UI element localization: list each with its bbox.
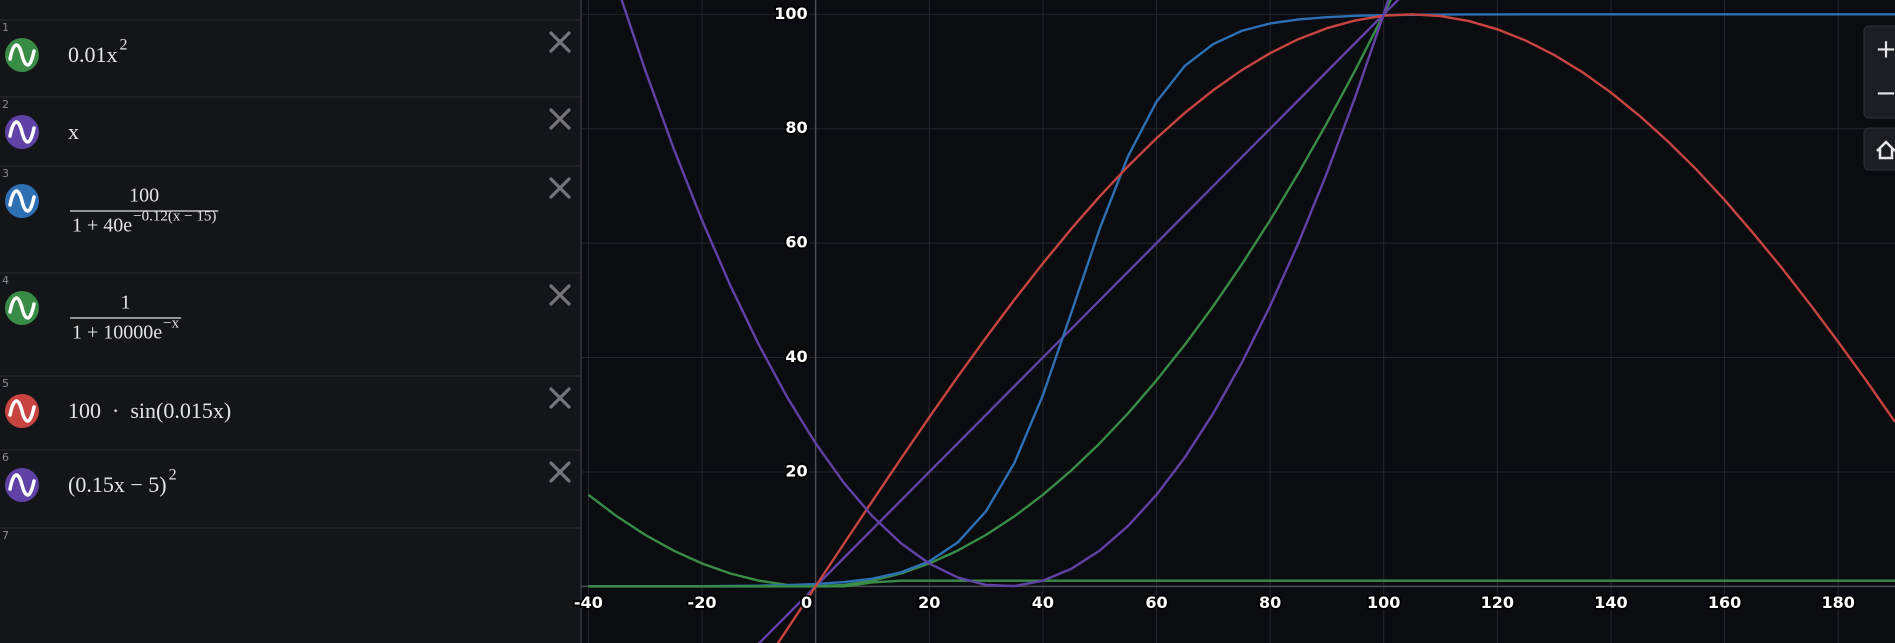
expression-text: (0.15x − 5) xyxy=(68,472,167,497)
numerator: 1 xyxy=(121,292,131,314)
curve xyxy=(588,13,1895,588)
home-icon xyxy=(1876,140,1895,160)
row-number: 6 xyxy=(2,451,9,464)
delete-button[interactable] xyxy=(549,284,571,306)
expression-text: x xyxy=(68,119,79,144)
exponent: 2 xyxy=(120,37,128,54)
graph-toggle-icon[interactable] xyxy=(5,291,39,325)
x-tick-label: 0 xyxy=(801,593,812,612)
icon-wave xyxy=(8,473,36,497)
zoom-controls xyxy=(1863,25,1895,119)
numerator: 100 xyxy=(129,185,159,207)
graph-toggle-icon[interactable] xyxy=(5,468,39,502)
y-tick-label: 20 xyxy=(785,461,807,480)
expression-text: 100 · sin(0.015x) xyxy=(68,398,231,423)
graph-area xyxy=(581,0,1895,643)
x-tick-label: 60 xyxy=(1145,593,1167,612)
x-tick-label: 40 xyxy=(1032,593,1054,612)
row-number: 3 xyxy=(2,167,9,180)
delete-button[interactable] xyxy=(549,461,571,483)
icon-wave xyxy=(8,120,36,144)
x-tick-label: 160 xyxy=(1708,593,1741,612)
zoom-out-button[interactable]: − xyxy=(1875,79,1895,109)
x-tick-label: 80 xyxy=(1259,593,1281,612)
graph-toggle-icon[interactable] xyxy=(5,38,39,72)
expression-panel xyxy=(0,0,581,643)
x-tick-label: -40 xyxy=(574,593,603,612)
row-number: 2 xyxy=(2,98,9,111)
x-tick-label: 140 xyxy=(1594,593,1627,612)
curve xyxy=(776,13,1895,643)
delete-button[interactable] xyxy=(549,177,571,199)
expression-row[interactable] xyxy=(0,97,580,166)
y-tick-label: 100 xyxy=(774,4,807,23)
icon-wave xyxy=(8,189,36,213)
x-tick-label: 100 xyxy=(1367,593,1400,612)
zoom-in-button[interactable]: + xyxy=(1875,35,1895,65)
delete-button[interactable] xyxy=(549,108,571,130)
exponent: −0.12(x − 15) xyxy=(133,208,216,224)
icon-wave xyxy=(8,43,36,67)
curve xyxy=(757,0,1400,643)
row-number: 7 xyxy=(2,529,9,542)
icon-wave xyxy=(8,296,36,320)
delete-button[interactable] xyxy=(549,31,571,53)
graph-toggle-icon[interactable] xyxy=(5,184,39,218)
graph-toggle-icon[interactable] xyxy=(5,115,39,149)
row-number: 5 xyxy=(2,377,9,390)
curve xyxy=(588,579,1895,588)
graph-toggle-icon[interactable] xyxy=(5,394,39,428)
y-tick-label: 40 xyxy=(785,347,807,366)
delete-button[interactable] xyxy=(549,387,571,409)
y-tick-label: 80 xyxy=(785,118,807,137)
y-tick-label: 60 xyxy=(785,233,807,252)
denominator: 1 + 10000e xyxy=(72,322,162,344)
x-tick-label: 20 xyxy=(918,593,940,612)
exponent: 2 xyxy=(169,467,177,484)
x-tick-label: 180 xyxy=(1821,593,1854,612)
x-tick-label: -20 xyxy=(688,593,717,612)
plot xyxy=(581,0,1895,643)
row-number: 1 xyxy=(2,21,9,34)
icon-wave xyxy=(8,399,36,423)
x-tick-label: 120 xyxy=(1481,593,1514,612)
expression-text: 0.01x xyxy=(68,42,118,67)
exponent: −x xyxy=(163,315,179,331)
row-number: 4 xyxy=(2,274,9,287)
curve xyxy=(620,0,1390,588)
denominator: 1 + 40e xyxy=(72,215,132,237)
